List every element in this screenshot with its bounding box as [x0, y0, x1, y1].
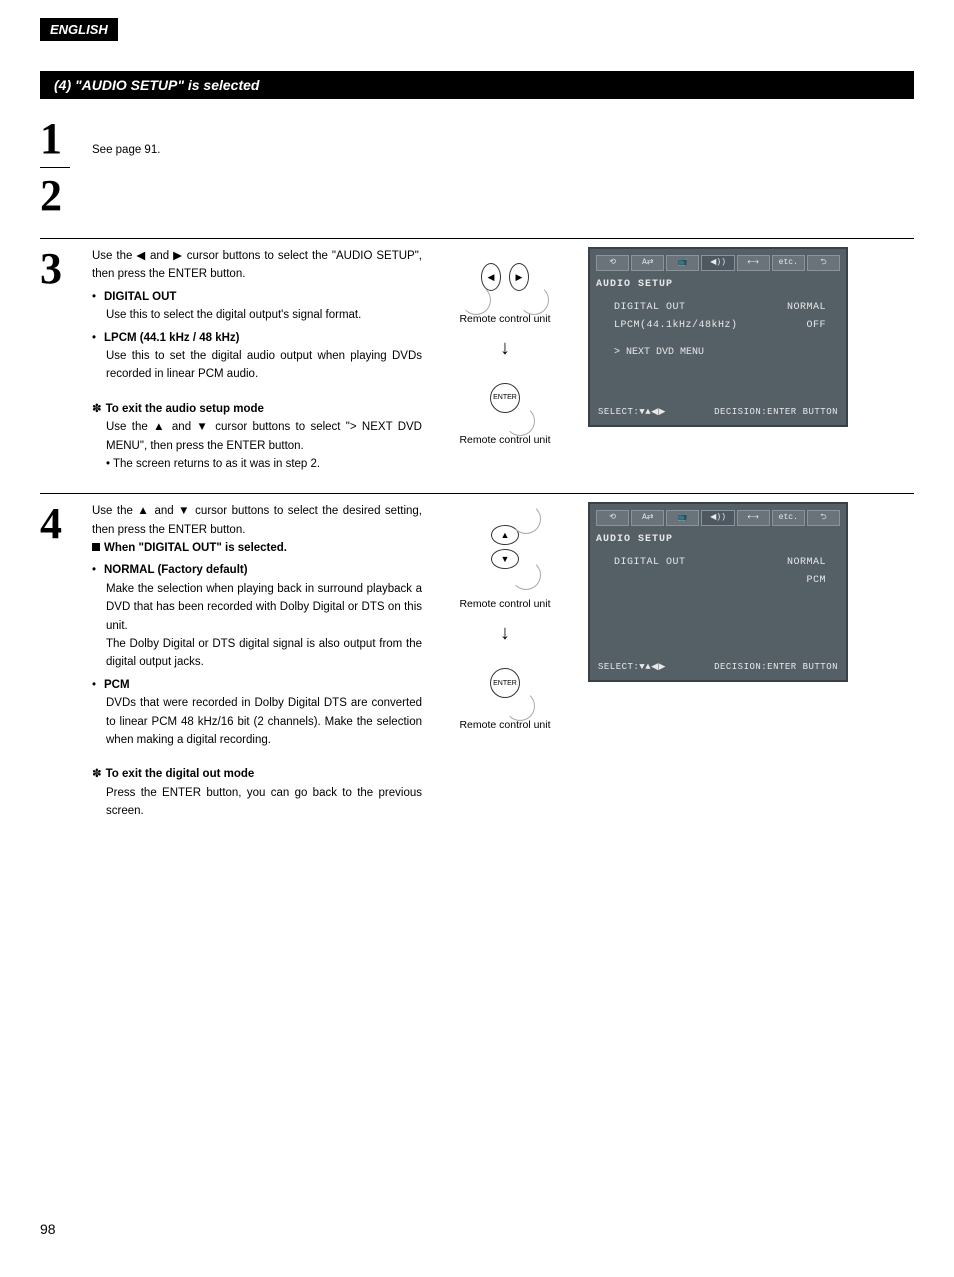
bullet-icon: •: [92, 329, 104, 347]
remote-label: Remote control unit: [440, 717, 570, 734]
osd-tab: 📺: [666, 255, 699, 271]
divider: [40, 167, 70, 168]
osd-tabs: ⟲ A⇄ 📺 ◀)) ⟷ etc. ⮌: [596, 510, 840, 526]
osd-footer-select: SELECT:▼▲◀▶: [598, 405, 666, 419]
osd-tab: ⟷: [737, 255, 770, 271]
bullet-icon: •: [92, 288, 104, 306]
osd-row-value: NORMAL: [787, 300, 826, 316]
remote-enter-illustration: ENTER: [455, 653, 555, 713]
osd-tab: etc.: [772, 255, 805, 271]
remote-label: Remote control unit: [440, 596, 570, 613]
remote-ud-illustration: ▲ ▼: [455, 502, 555, 592]
osd-title: AUDIO SETUP: [596, 277, 840, 293]
osd-row-value: OFF: [806, 318, 826, 334]
step-number: 4: [40, 502, 92, 820]
remote-label: Remote control unit: [440, 311, 570, 328]
step3-intro: Use the ◀ and ▶ cursor buttons to select…: [92, 247, 422, 284]
osd-footer-decision: DECISION:ENTER BUTTON: [714, 405, 838, 419]
digital-out-title: DIGITAL OUT: [104, 291, 176, 303]
exit-audio-title: To exit the audio setup mode: [106, 403, 264, 415]
osd-tab: 📺: [666, 510, 699, 526]
section-header: (4) "AUDIO SETUP" is selected: [40, 71, 914, 99]
osd-row-value: NORMAL: [787, 555, 826, 571]
osd-tab: ⟲: [596, 510, 629, 526]
when-digital-out: When "DIGITAL OUT" is selected.: [104, 542, 287, 554]
normal-title: NORMAL (Factory default): [104, 564, 248, 576]
osd-screen-audio-setup: ⟲ A⇄ 📺 ◀)) ⟷ etc. ⮌ AUDIO SETUP DIGITAL …: [588, 247, 848, 427]
exit-digital-text: Press the ENTER button, you can go back …: [106, 784, 422, 821]
step-1-2: 1 2 See page 91.: [40, 117, 914, 239]
square-icon: [92, 543, 100, 551]
page-number: 98: [40, 1221, 914, 1237]
remote-label: Remote control unit: [440, 432, 570, 449]
bullet-icon: •: [92, 676, 104, 694]
arrow-down-icon: ↓: [440, 332, 570, 364]
step-3: 3 Use the ◀ and ▶ cursor buttons to sele…: [40, 239, 914, 494]
osd-tabs: ⟲ A⇄ 📺 ◀)) ⟷ etc. ⮌: [596, 255, 840, 271]
see-page-text: See page 91.: [92, 117, 160, 218]
exit-audio-l2: • The screen returns to as it was in ste…: [106, 455, 422, 473]
osd-tab: ◀)): [701, 510, 734, 526]
osd-footer-select: SELECT:▼▲◀▶: [598, 660, 666, 674]
pcm-text: DVDs that were recorded in Dolby Digital…: [106, 694, 422, 749]
exit-digital-title: To exit the digital out mode: [106, 768, 255, 780]
osd-next-menu: > NEXT DVD MENU: [596, 345, 840, 361]
osd-tab: etc.: [772, 510, 805, 526]
arrow-down-icon: ↓: [440, 617, 570, 649]
exit-audio-l1: Use the ▲ and ▼ cursor buttons to select…: [106, 418, 422, 455]
osd-tab: ◀)): [701, 255, 734, 271]
osd-title: AUDIO SETUP: [596, 532, 840, 548]
digital-out-text: Use this to select the digital output's …: [106, 306, 422, 324]
osd-tab: ⟲: [596, 255, 629, 271]
osd-screen-digital-out: ⟲ A⇄ 📺 ◀)) ⟷ etc. ⮌ AUDIO SETUP DIGITAL …: [588, 502, 848, 682]
note-icon: ✽: [92, 768, 102, 780]
remote-enter-illustration: ENTER: [455, 368, 555, 428]
osd-row-label: DIGITAL OUT: [614, 300, 686, 316]
language-tab: ENGLISH: [40, 18, 118, 41]
osd-tab: A⇄: [631, 510, 664, 526]
osd-tab: ⟷: [737, 510, 770, 526]
osd-tab: ⮌: [807, 255, 840, 271]
osd-row-label: DIGITAL OUT: [614, 555, 686, 571]
remote-lr-illustration: ◀ ▶: [455, 247, 555, 307]
normal-text: Make the selection when playing back in …: [106, 580, 422, 672]
bullet-icon: •: [92, 561, 104, 579]
osd-row-value: PCM: [806, 573, 826, 589]
step-number: 2: [40, 174, 92, 218]
osd-tab: ⮌: [807, 510, 840, 526]
osd-row-label: LPCM(44.1kHz/48kHz): [614, 318, 738, 334]
osd-footer-decision: DECISION:ENTER BUTTON: [714, 660, 838, 674]
note-icon: ✽: [92, 403, 102, 415]
step-4: 4 Use the ▲ and ▼ cursor buttons to sele…: [40, 494, 914, 840]
pcm-title: PCM: [104, 679, 130, 691]
step-number: 1: [40, 117, 92, 161]
lpcm-title: LPCM (44.1 kHz / 48 kHz): [104, 332, 239, 344]
lpcm-text: Use this to set the digital audio output…: [106, 347, 422, 384]
osd-tab: A⇄: [631, 255, 664, 271]
step4-intro: Use the ▲ and ▼ cursor buttons to select…: [92, 502, 422, 539]
step-number: 3: [40, 247, 92, 473]
